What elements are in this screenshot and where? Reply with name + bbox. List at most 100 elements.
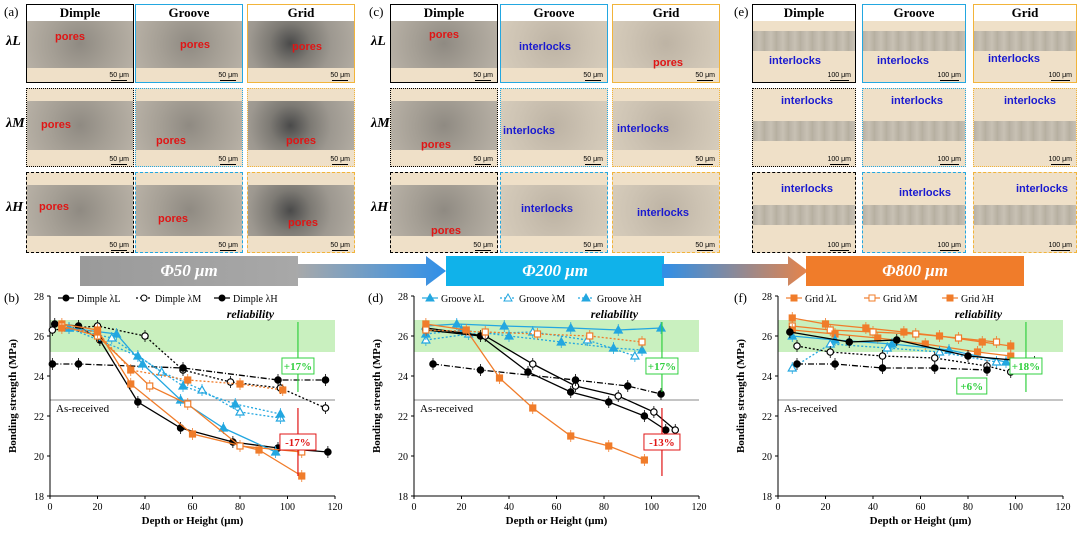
data-point	[862, 324, 870, 332]
data-point	[954, 334, 963, 342]
interlocks-label: interlocks	[891, 95, 943, 107]
data-point	[462, 326, 470, 334]
x-axis-label: Depth or Height (μm)	[142, 515, 244, 527]
y-tick-label: 28	[762, 292, 772, 303]
x-tick-label: 60	[916, 502, 926, 513]
increase-box-2	[956, 377, 988, 395]
micrograph-a-lambda-h-dimple: pores 50 μm	[26, 172, 134, 253]
data-point	[869, 328, 877, 336]
micrograph-c-lambda-m-groove: interlocks 50 μm	[500, 88, 608, 167]
data-point	[270, 446, 281, 456]
panel-label-e: (e)	[734, 4, 749, 19]
scale-bar: 50 μm	[695, 242, 715, 251]
y-tick-label: 18	[762, 492, 772, 503]
data-point	[495, 374, 504, 382]
scale-bar: 50 μm	[109, 72, 129, 81]
y-tick-label: 24	[762, 372, 772, 383]
pores-label: pores	[156, 135, 186, 147]
scale-bar: 50 μm	[583, 72, 603, 81]
data-point	[184, 400, 192, 408]
micrograph-e-lambda-h-dimple: interlocks 100 μm	[752, 172, 856, 253]
decrease-box	[643, 433, 681, 451]
legend-entry: Dimple λL	[77, 294, 120, 305]
series-line	[61, 327, 283, 391]
increase-label-2: +6%	[960, 381, 983, 393]
legend-entry: Grid λH	[961, 294, 994, 305]
data-point	[298, 472, 306, 480]
data-point	[608, 342, 619, 352]
data-point	[605, 442, 613, 450]
x-tick-label: 40	[504, 502, 514, 513]
y-tick-label: 18	[398, 492, 408, 503]
micrograph-e-lambda-l-dimple: Dimple interlocks 100 μm	[752, 4, 856, 83]
data-point	[156, 366, 167, 376]
scale-bar: 100 μm	[937, 242, 961, 251]
pores-label: pores	[55, 31, 85, 43]
data-point	[321, 376, 330, 384]
scale-bar: 100 μm	[827, 242, 851, 251]
column-header-dimple: Dimple	[391, 5, 497, 21]
as-received-label: As-received	[784, 403, 838, 415]
micrograph-e-lambda-l-groove: Groove interlocks 100 μm	[862, 4, 966, 83]
micrograph-a-lambda-m-dimple: pores 50 μm	[26, 88, 134, 167]
data-point	[236, 442, 244, 450]
legend-marker	[140, 294, 148, 302]
scale-bar: 100 μm	[937, 72, 961, 81]
data-point	[234, 406, 246, 416]
row-label-lambda-h-c: λH	[371, 200, 389, 215]
pores-label: pores	[41, 119, 71, 131]
interlocks-label: interlocks	[769, 55, 821, 67]
interlocks-label: interlocks	[877, 55, 929, 67]
y-tick-label: 20	[34, 452, 44, 463]
data-point	[141, 332, 149, 340]
data-point	[218, 422, 229, 432]
data-point	[983, 366, 991, 374]
scale-bar: 50 μm	[473, 156, 493, 165]
x-tick-label: 80	[599, 502, 609, 513]
arrow-50-to-200	[296, 256, 446, 286]
data-point	[528, 360, 537, 368]
data-point	[992, 338, 1001, 346]
row-label-lambda-m-c: λM	[371, 116, 390, 131]
data-point	[236, 380, 244, 388]
micrograph-e-lambda-l-grid: Grid interlocks 100 μm	[973, 4, 1077, 83]
legend-entry: Groove λM	[519, 294, 565, 305]
data-point	[481, 328, 489, 336]
data-point	[1007, 342, 1015, 350]
data-point	[912, 330, 920, 338]
interlocks-label: interlocks	[1004, 95, 1056, 107]
decrease-label: -13%	[649, 437, 675, 449]
x-tick-label: 100	[280, 502, 295, 513]
scale-bar: 100 μm	[1048, 72, 1072, 81]
data-point	[132, 350, 143, 360]
data-point	[274, 376, 282, 384]
micrograph-e-lambda-h-groove: interlocks 100 μm	[862, 172, 966, 253]
data-point	[230, 398, 241, 408]
row-label-lambda-l-c: λL	[371, 34, 386, 49]
data-point	[934, 346, 945, 356]
micrograph-c-lambda-h-dimple: pores 50 μm	[390, 172, 498, 253]
series-line	[425, 329, 643, 343]
data-point	[422, 326, 430, 334]
interlocks-label: interlocks	[988, 53, 1040, 65]
row-label-lambda-h: λH	[6, 200, 24, 215]
arrow-200-to-800	[662, 256, 808, 286]
pores-label: pores	[421, 139, 451, 151]
column-header-groove: Groove	[501, 5, 607, 21]
data-point	[826, 348, 835, 356]
micrograph-e-lambda-m-grid: interlocks 100 μm	[973, 88, 1077, 167]
data-point	[134, 398, 142, 406]
increase-label: +17%	[284, 361, 312, 373]
legend-marker	[946, 294, 954, 302]
micrograph-c-lambda-m-dimple: pores 50 μm	[390, 88, 498, 167]
series-line	[797, 363, 988, 371]
column-header-groove: Groove	[863, 5, 965, 21]
data-point	[571, 376, 580, 384]
interlocks-label: interlocks	[519, 41, 571, 53]
micrograph-e-lambda-h-grid: interlocks 100 μm	[973, 172, 1077, 253]
scale-bar: 50 μm	[109, 156, 129, 165]
scale-bar: 50 μm	[330, 72, 350, 81]
data-point	[586, 332, 594, 340]
decrease-box	[279, 433, 317, 451]
y-axis-label: Bonding strength (MPa)	[735, 339, 747, 453]
